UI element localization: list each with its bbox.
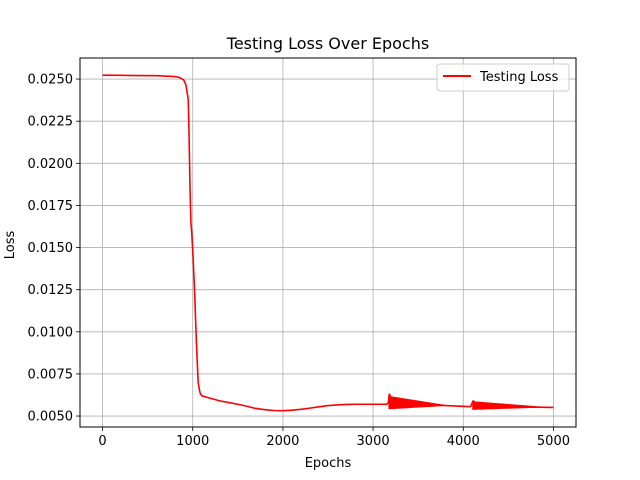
series-oscillation-band xyxy=(472,401,545,410)
y-tick-label: 0.0100 xyxy=(28,325,74,340)
y-tick-label: 0.0250 xyxy=(28,73,74,88)
y-tick-label: 0.0050 xyxy=(28,410,74,425)
x-tick-label: 5000 xyxy=(537,434,570,449)
x-axis-label: Epochs xyxy=(305,456,352,471)
y-axis-label: Loss xyxy=(3,231,18,260)
y-tick-label: 0.0225 xyxy=(28,115,74,130)
grid-layer xyxy=(80,58,576,427)
chart-title: Testing Loss Over Epochs xyxy=(226,34,429,53)
y-tick-label: 0.0125 xyxy=(28,283,74,298)
y-tick-label: 0.0075 xyxy=(28,367,74,382)
series-layer xyxy=(102,74,554,412)
series-oscillation-band xyxy=(388,395,446,410)
x-tick-label: 0 xyxy=(98,434,106,449)
plot-frame xyxy=(79,57,577,428)
y-tick-label: 0.0175 xyxy=(28,199,74,214)
y-tick-label: 0.0150 xyxy=(28,241,74,256)
x-tick-label: 2000 xyxy=(266,434,299,449)
y-tick-label: 0.0200 xyxy=(28,157,74,172)
legend-box xyxy=(436,63,570,92)
tick-layer: 0 1000 2000 3000 4000 5000 0.0050 0.0075 0.0100 0… xyxy=(28,73,571,449)
x-tick-label: 3000 xyxy=(357,434,390,449)
legend: Testing Loss xyxy=(436,63,570,92)
x-tick-label: 1000 xyxy=(176,434,209,449)
x-tick-label: 4000 xyxy=(447,434,480,449)
legend-label: Testing Loss xyxy=(479,70,559,85)
